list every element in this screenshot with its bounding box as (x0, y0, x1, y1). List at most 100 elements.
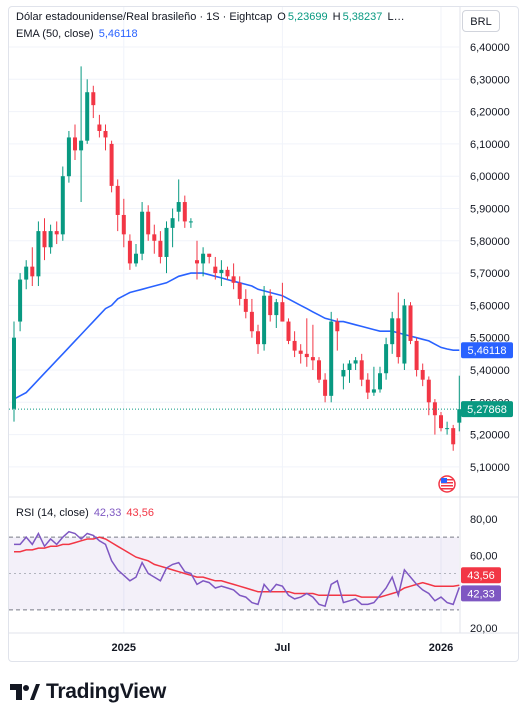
rsi-ma-badge-text: 43,56 (467, 570, 495, 582)
candle[interactable] (60, 166, 65, 241)
candle[interactable] (195, 240, 199, 280)
candle-body (414, 340, 419, 370)
candle[interactable] (292, 331, 297, 358)
rsi-badge[interactable]: 42,33 (461, 585, 501, 602)
rsi-line[interactable] (14, 530, 461, 608)
candle[interactable] (274, 298, 279, 329)
candle[interactable] (353, 357, 358, 370)
candle[interactable] (36, 221, 41, 287)
candle[interactable] (30, 247, 35, 287)
candle[interactable] (127, 234, 132, 270)
candle[interactable] (109, 140, 114, 193)
candle[interactable] (42, 218, 47, 261)
ema-legend[interactable]: EMA (50, close) 5,46118 (16, 28, 140, 40)
candle-body (249, 311, 254, 332)
candle[interactable] (201, 247, 206, 277)
candle[interactable] (457, 375, 462, 432)
candle[interactable] (152, 224, 157, 254)
candle[interactable] (304, 318, 309, 367)
candle[interactable] (48, 224, 53, 254)
candle[interactable] (310, 324, 315, 370)
candle[interactable] (329, 311, 334, 403)
candle[interactable] (140, 202, 145, 261)
candle[interactable] (335, 318, 340, 351)
candle[interactable] (378, 366, 382, 393)
candle[interactable] (54, 221, 59, 245)
ema-price-badge[interactable]: 5,46118 (461, 342, 513, 359)
rsi-ma-line[interactable] (14, 536, 460, 598)
candle[interactable] (225, 266, 230, 280)
candle[interactable] (408, 302, 413, 345)
candle[interactable] (347, 360, 352, 383)
candle[interactable] (323, 373, 328, 403)
candle[interactable] (249, 298, 254, 338)
candle[interactable] (176, 179, 181, 222)
candle[interactable] (341, 363, 346, 390)
candle[interactable] (402, 298, 407, 370)
candle[interactable] (298, 344, 303, 364)
candle[interactable] (12, 321, 16, 422)
us-flag-icon[interactable] (438, 475, 456, 493)
candle[interactable] (384, 337, 389, 380)
candle[interactable] (365, 373, 370, 400)
candle[interactable] (268, 289, 273, 322)
price-tick-label: 5,50000 (470, 333, 510, 345)
candle[interactable] (170, 208, 175, 248)
candle[interactable] (97, 114, 102, 138)
candle[interactable] (115, 179, 120, 232)
candle-body (127, 240, 132, 264)
candle[interactable] (18, 273, 23, 332)
last-price-badge[interactable]: 5,27868 (461, 401, 513, 418)
tradingview-logo[interactable]: TradingView (10, 680, 166, 704)
candle[interactable] (85, 79, 90, 144)
candle[interactable] (371, 366, 376, 396)
candle[interactable] (66, 130, 71, 183)
candle[interactable] (182, 195, 187, 228)
candle[interactable] (146, 205, 151, 241)
candle-body (176, 202, 181, 212)
candle[interactable] (188, 218, 193, 228)
candle-body (164, 227, 169, 257)
candle-body (432, 402, 437, 416)
candle[interactable] (280, 282, 285, 322)
rsi-legend[interactable]: RSI (14, close) 42,33 43,56 (16, 507, 156, 519)
candle[interactable] (207, 253, 212, 264)
symbol-title[interactable]: Dólar estadounidense/Real brasileño · 1S… (16, 11, 273, 23)
candle[interactable] (219, 260, 224, 287)
candle[interactable] (420, 363, 425, 387)
candle[interactable] (24, 260, 29, 290)
candle[interactable] (243, 289, 248, 319)
candle[interactable] (396, 292, 401, 364)
candle[interactable] (256, 324, 260, 354)
candle[interactable] (121, 198, 126, 248)
ellipsis: L… (387, 11, 405, 23)
candle[interactable] (445, 421, 450, 435)
candle[interactable] (103, 124, 108, 151)
candle[interactable] (79, 66, 84, 203)
candle[interactable] (164, 221, 169, 274)
candle[interactable] (286, 318, 291, 345)
candle[interactable] (390, 311, 395, 354)
candle[interactable] (432, 399, 437, 435)
candle[interactable] (231, 263, 236, 290)
currency-button[interactable]: BRL (462, 10, 500, 32)
candle[interactable] (91, 85, 96, 119)
candle[interactable] (237, 276, 242, 306)
candle[interactable] (426, 376, 431, 416)
candle[interactable] (359, 353, 364, 387)
rsi-layer (9, 530, 461, 611)
rsi-ma-badge[interactable]: 43,56 (461, 567, 501, 584)
candle[interactable] (317, 357, 321, 383)
candle[interactable] (158, 231, 163, 264)
candle[interactable] (439, 411, 443, 432)
candle[interactable] (451, 424, 456, 451)
candle[interactable] (262, 286, 267, 351)
candle[interactable] (134, 244, 138, 267)
candle[interactable] (213, 256, 218, 280)
candle-body (310, 357, 315, 361)
candle[interactable] (414, 337, 419, 377)
candle-body (207, 253, 212, 257)
ema-line[interactable] (13, 272, 460, 400)
candle[interactable] (73, 124, 77, 161)
